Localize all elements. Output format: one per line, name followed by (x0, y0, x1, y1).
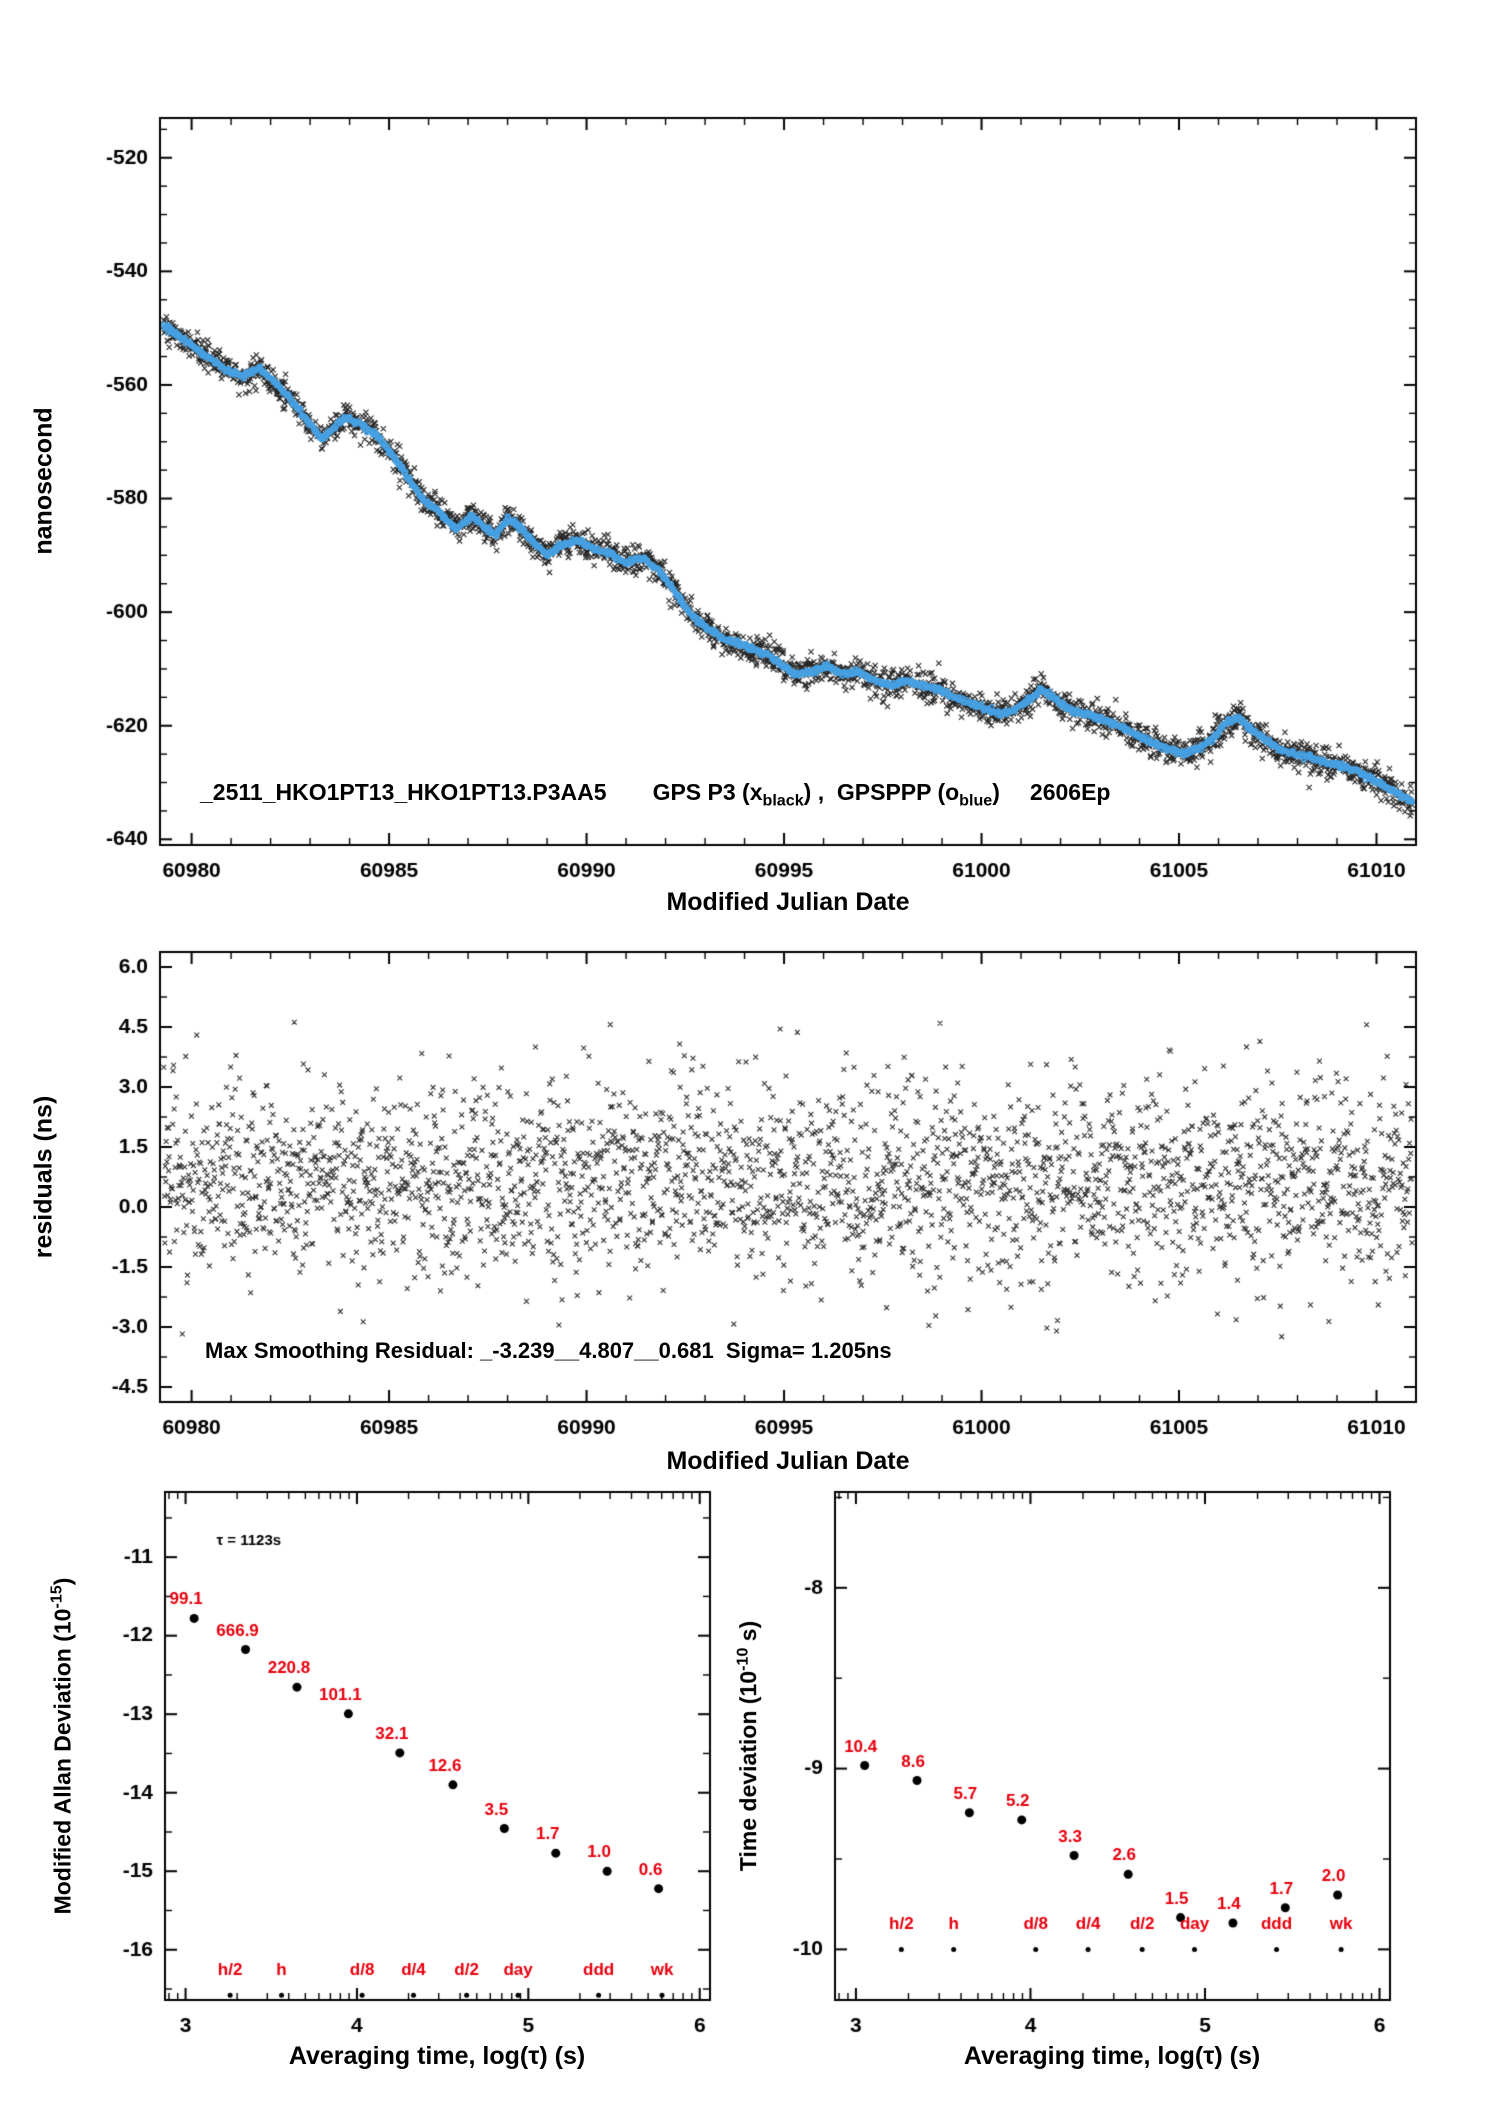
mdev-y-title-suffix: ) (49, 1577, 76, 1586)
tdev-x-axis-title: Averaging time, log(τ) (s) (963, 2042, 1261, 2070)
phase-annotation: _2511_HKO1PT13_HKO1PT13.P3AA5 GPS P3 (xbl… (200, 779, 1110, 811)
tdev-y-title-exponent: -10 (733, 1647, 752, 1671)
tdev-y-title-prefix: Time deviation (10 (735, 1670, 762, 1872)
mdev-y-axis-title: Modified Allan Deviation (10-15) (48, 1578, 77, 1915)
gpsppp-label: ) , GPSPPP (o (803, 779, 960, 805)
tdev-y-axis-title: Time deviation (10-10 s) (734, 1621, 763, 1871)
mdev-y-title-prefix: Modified Allan Deviation (10 (49, 1608, 76, 1915)
tdev-y-title-suffix: s) (735, 1620, 762, 1648)
epoch-count: 2606Ep (1029, 779, 1111, 805)
mdev-x-axis-title: Averaging time, log(τ) (s) (288, 2042, 586, 2070)
mdev-y-title-exponent: -15 (47, 1585, 66, 1609)
dataset-id: _2511_HKO1PT13_HKO1PT13.P3AA5 (200, 779, 607, 805)
gps-p3-subscript: black (762, 791, 804, 810)
gps-p3-label: GPS P3 (x (652, 779, 763, 805)
close-paren: ) (992, 779, 1000, 805)
gpsppp-subscript: blue (959, 791, 993, 810)
residuals-x-axis-title: Modified Julian Date (666, 1447, 910, 1475)
phase-y-axis-title: nanosecond (29, 407, 58, 555)
phase-x-axis-title: Modified Julian Date (666, 888, 910, 916)
residuals-annotation: Max Smoothing Residual: _-3.239__4.807__… (205, 1338, 892, 1363)
residuals-y-axis-title: residuals (ns) (29, 1095, 58, 1259)
